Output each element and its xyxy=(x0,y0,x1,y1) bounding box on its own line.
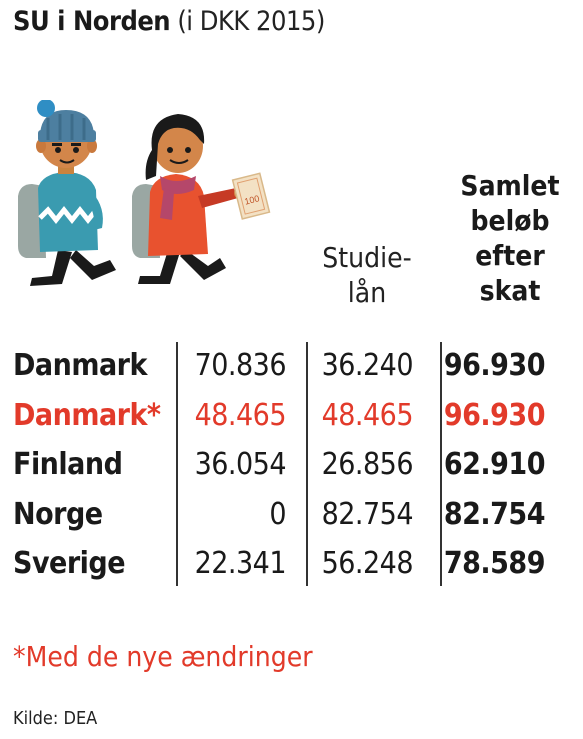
banknote-text: 100 xyxy=(243,193,260,206)
table-row: Sverige 22.341 56.248 78.589 xyxy=(0,539,583,589)
column-divider xyxy=(306,342,308,586)
country-cell: Sverige xyxy=(13,546,126,581)
country-cell: Danmark* xyxy=(13,397,161,433)
samlet-cell: 78.589 xyxy=(443,546,546,581)
su-cell: 36.054 xyxy=(194,447,287,482)
laan-cell: 26.856 xyxy=(321,447,414,482)
laan-cell: 48.465 xyxy=(321,397,414,433)
table-row: Danmark 70.836 36.240 96.930 xyxy=(0,341,583,391)
samlet-cell: 96.930 xyxy=(443,397,546,433)
column-divider xyxy=(440,342,442,586)
country-cell: Norge xyxy=(13,496,103,532)
source-credit: Kilde: DEA xyxy=(13,708,98,729)
students-illustration-icon: 100 xyxy=(18,100,271,286)
page-title: SU i Norden (i DKK 2015) xyxy=(13,6,325,37)
samlet-cell: 62.910 xyxy=(443,447,546,482)
title-main: SU i Norden xyxy=(13,6,171,37)
laan-cell: 82.754 xyxy=(321,496,414,532)
column-divider xyxy=(176,342,178,586)
header-samlet: Samlet beløb efter skat xyxy=(460,169,560,307)
su-cell: 70.836 xyxy=(194,348,287,383)
laan-cell: 36.240 xyxy=(321,348,414,383)
su-cell: 22.341 xyxy=(194,546,287,581)
header-studielaan: Studie- lån xyxy=(322,241,412,309)
country-cell: Danmark xyxy=(13,348,147,383)
samlet-cell: 96.930 xyxy=(443,348,546,383)
country-cell: Finland xyxy=(13,447,123,482)
table-row: Danmark* 48.465 48.465 96.930 xyxy=(0,391,583,441)
samlet-cell: 82.754 xyxy=(443,496,546,532)
table-row: Norge 0 82.754 82.754 xyxy=(0,490,583,540)
footnote: *Med de nye ændringer xyxy=(13,640,313,673)
title-sub: (i DKK 2015) xyxy=(177,6,325,37)
su-cell: 48.465 xyxy=(194,397,287,433)
table-row: Finland 36.054 26.856 62.910 xyxy=(0,440,583,490)
girl-figure-icon: 100 xyxy=(132,114,271,284)
su-cell: 0 xyxy=(269,496,286,532)
boy-figure-icon xyxy=(18,100,116,286)
laan-cell: 56.248 xyxy=(321,546,414,581)
